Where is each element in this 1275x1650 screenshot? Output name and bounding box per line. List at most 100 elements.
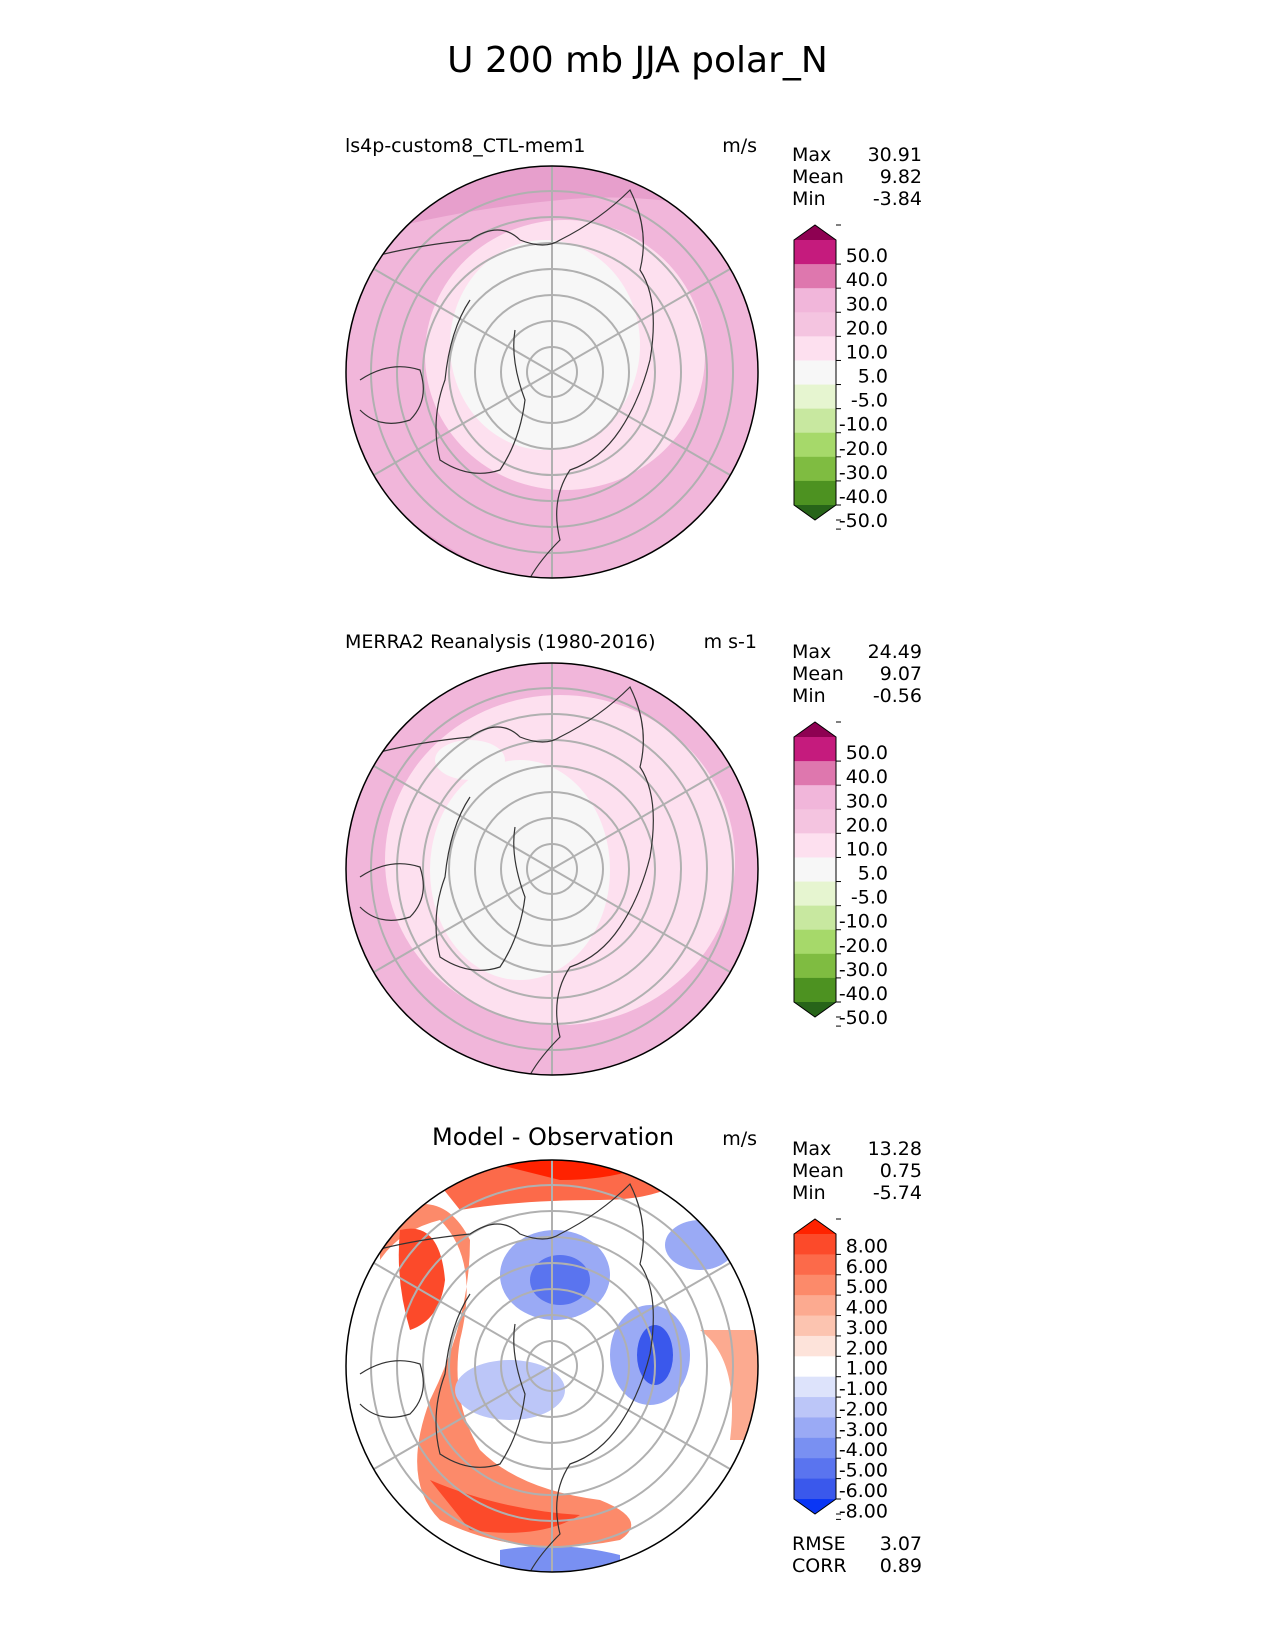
colorbar-tick-label: -50.0 <box>839 1007 888 1029</box>
colorbar-tick-label: -1.00 <box>839 1378 888 1400</box>
colorbar-tick-label: 8.00 <box>846 1235 888 1257</box>
stat-label: Mean <box>792 663 844 685</box>
colorbar-swatch <box>794 360 836 386</box>
colorbar-tick-label: 5.0 <box>858 366 888 388</box>
metric-label: CORR <box>792 1555 847 1577</box>
stat-value: 9.82 <box>879 166 922 188</box>
colorbar-swatch <box>794 1437 836 1459</box>
colorbar-tick-label: 20.0 <box>846 814 888 836</box>
colorbar-tick-label: 50.0 <box>846 742 888 764</box>
colorbar-tick-label: -50.0 <box>839 510 888 532</box>
colorbar-swatch <box>794 336 836 361</box>
stat-value: 0.75 <box>879 1160 922 1182</box>
panel-obs: MERRA2 Reanalysis (1980-2016) m s-1 Max 2… <box>0 0 1275 1076</box>
panel-diff: Model - Observation m/s Max 13.28 Mean 0.7… <box>0 0 1275 1577</box>
colorbar-swatch <box>794 833 836 858</box>
colorbar-tick-label: 30.0 <box>846 293 888 315</box>
colorbar-swatch <box>794 905 836 931</box>
colorbar: 50.040.030.020.010.0 5.0-5.0-10.0-20.0-30… <box>793 224 888 532</box>
coastlines <box>359 188 654 578</box>
stat-value: -0.56 <box>872 685 922 707</box>
polar-map: 50.040.030.020.010.0 5.0-5.0-10.0-20.0-30… <box>345 165 888 579</box>
colorbar-swatch <box>794 1254 836 1276</box>
stat-label: Min <box>792 188 826 210</box>
field-positive-south-core <box>430 1480 580 1533</box>
colorbar-tick-label: 3.00 <box>846 1317 888 1339</box>
colorbar-extend-max <box>794 1219 836 1234</box>
colorbar-extend-max <box>794 225 836 240</box>
colorbar-tick-label: -2.00 <box>839 1398 888 1420</box>
colorbar-extend-min <box>794 505 836 520</box>
panel-model: ls4p-custom8_CTL-mem1 m/s Max 30.91 Mean 9… <box>0 0 1275 579</box>
colorbar-swatch <box>794 480 836 506</box>
stats-box: Max 30.91 Mean 9.82 Min -3.84 <box>792 144 922 210</box>
stat-value: -5.74 <box>872 1182 922 1204</box>
metric-value: 0.89 <box>879 1555 922 1577</box>
colorbar-swatch <box>794 456 836 482</box>
colorbar-tick-label: 5.0 <box>858 863 888 885</box>
colorbar-swatch <box>794 1397 836 1418</box>
colorbar-tick-label: 10.0 <box>846 838 888 860</box>
colorbar-tick-label: -3.00 <box>839 1419 888 1441</box>
colorbar-tick-label: 10.0 <box>846 341 888 363</box>
colorbar-tick-label: 5.00 <box>846 1276 888 1298</box>
colorbar-swatch <box>794 1417 836 1439</box>
colorbar-swatch <box>794 785 836 810</box>
field-positive-west <box>380 1204 632 1547</box>
colorbar-swatch <box>794 1376 836 1398</box>
metric-value: 3.07 <box>879 1533 922 1555</box>
colorbar-tick-label: -20.0 <box>839 438 888 460</box>
colorbar-swatch <box>794 809 836 834</box>
colorbar-tick-label: -5.00 <box>839 1460 888 1482</box>
graticule <box>370 663 734 1075</box>
polar-map: 50.040.030.020.010.0 5.0-5.0-10.0-20.0-30… <box>345 662 888 1076</box>
stat-label: Max <box>792 1138 832 1160</box>
panel-title: Model - Observation <box>432 1123 675 1151</box>
colorbar-tick-label: -6.00 <box>839 1480 888 1502</box>
panel-units: m/s <box>722 135 757 157</box>
colorbar-tick-label: 6.00 <box>846 1256 888 1278</box>
panel-title: MERRA2 Reanalysis (1980-2016) <box>345 631 656 653</box>
coastlines <box>359 1182 654 1572</box>
field-band-polar <box>430 760 610 980</box>
colorbar-extend-min <box>794 1499 836 1514</box>
graticule <box>370 166 734 578</box>
colorbar-swatch <box>794 240 836 265</box>
metric-label: RMSE <box>792 1533 846 1555</box>
stats-box: Max 24.49 Mean 9.07 Min -0.56 <box>792 641 922 707</box>
colorbar-tick-label: -40.0 <box>839 983 888 1005</box>
colorbar-swatch <box>794 1335 836 1357</box>
colorbar-swatch <box>794 1356 836 1378</box>
colorbar-swatch <box>794 312 836 337</box>
stat-value: -3.84 <box>872 188 922 210</box>
colorbar-swatch <box>794 384 836 410</box>
colorbar-tick-label: 50.0 <box>846 245 888 267</box>
colorbar-swatch <box>794 977 836 1003</box>
colorbar-tick-label: -5.0 <box>851 887 888 909</box>
colorbar: 8.006.005.004.003.002.001.00-1.00-2.00-3… <box>793 1218 888 1522</box>
field-positive-east <box>700 1330 758 1440</box>
colorbar-tick-label: -40.0 <box>839 486 888 508</box>
metrics-box: RMSE 3.07 CORR 0.89 <box>792 1533 922 1577</box>
stat-value: 30.91 <box>867 144 922 166</box>
figure-title: U 200 mb JJA polar_N <box>447 40 828 81</box>
colorbar-swatch <box>794 408 836 434</box>
stat-value: 9.07 <box>879 663 922 685</box>
panel-title: ls4p-custom8_CTL-mem1 <box>345 135 586 157</box>
colorbar-extend-min <box>794 1002 836 1017</box>
colorbar-tick-label: 20.0 <box>846 317 888 339</box>
map-boundary <box>345 165 759 579</box>
colorbar-swatch <box>794 288 836 313</box>
stat-label: Mean <box>792 166 844 188</box>
colorbar-swatch <box>794 857 836 883</box>
map-boundary <box>345 1159 759 1573</box>
colorbar-tick-label: -30.0 <box>839 462 888 484</box>
colorbar-extend-max <box>794 722 836 737</box>
colorbar-swatch <box>794 264 836 289</box>
stat-value: 24.49 <box>867 641 922 663</box>
colorbar-tick-label: -20.0 <box>839 935 888 957</box>
colorbar-swatch <box>794 1274 836 1296</box>
colorbar-tick-label: 30.0 <box>846 790 888 812</box>
colorbar-swatch <box>794 929 836 955</box>
